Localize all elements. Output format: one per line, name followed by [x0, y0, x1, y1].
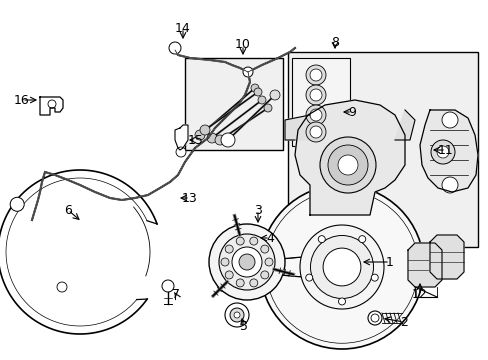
Circle shape — [309, 126, 321, 138]
Text: 2: 2 — [399, 315, 407, 328]
Polygon shape — [429, 235, 463, 279]
Circle shape — [250, 84, 259, 92]
Circle shape — [430, 140, 454, 164]
Polygon shape — [285, 115, 309, 140]
Circle shape — [305, 65, 325, 85]
Polygon shape — [407, 243, 441, 287]
Circle shape — [208, 224, 285, 300]
Circle shape — [309, 89, 321, 101]
Circle shape — [264, 104, 271, 112]
Circle shape — [253, 88, 262, 96]
Text: 6: 6 — [64, 203, 72, 216]
Text: 16: 16 — [14, 94, 30, 107]
Circle shape — [260, 245, 268, 253]
Circle shape — [310, 235, 373, 298]
Text: 7: 7 — [172, 288, 180, 302]
Circle shape — [236, 279, 244, 287]
Circle shape — [441, 177, 457, 193]
Circle shape — [162, 280, 174, 292]
Circle shape — [367, 311, 381, 325]
Text: 13: 13 — [182, 192, 198, 204]
Circle shape — [229, 308, 244, 322]
Circle shape — [358, 236, 365, 243]
Circle shape — [176, 147, 185, 157]
Polygon shape — [40, 97, 63, 115]
Text: 11: 11 — [437, 144, 453, 157]
Circle shape — [260, 185, 423, 349]
Circle shape — [305, 122, 325, 142]
Polygon shape — [175, 125, 187, 150]
Circle shape — [305, 274, 312, 281]
Circle shape — [169, 42, 181, 54]
Circle shape — [231, 247, 262, 277]
Text: 14: 14 — [175, 22, 190, 35]
Bar — [291, 58, 349, 146]
Circle shape — [299, 225, 383, 309]
Circle shape — [338, 298, 345, 305]
Circle shape — [200, 125, 209, 135]
Text: 3: 3 — [254, 203, 262, 216]
Circle shape — [195, 130, 204, 140]
Circle shape — [215, 135, 224, 145]
Text: 4: 4 — [265, 231, 273, 244]
Text: 10: 10 — [235, 39, 250, 51]
Circle shape — [337, 155, 357, 175]
Circle shape — [264, 258, 272, 266]
Text: 9: 9 — [347, 105, 355, 118]
Circle shape — [309, 109, 321, 121]
Circle shape — [224, 303, 248, 327]
Circle shape — [319, 137, 375, 193]
Text: 5: 5 — [240, 320, 247, 333]
Circle shape — [441, 112, 457, 128]
Circle shape — [225, 271, 233, 279]
Circle shape — [239, 254, 254, 270]
Circle shape — [243, 67, 252, 77]
Circle shape — [249, 237, 257, 245]
Circle shape — [305, 85, 325, 105]
Circle shape — [249, 279, 257, 287]
Circle shape — [309, 69, 321, 81]
Circle shape — [305, 105, 325, 125]
Circle shape — [269, 90, 280, 100]
Polygon shape — [294, 100, 404, 215]
Bar — [287, 52, 477, 247]
Circle shape — [318, 236, 325, 243]
Circle shape — [234, 312, 240, 318]
Bar — [184, 58, 283, 150]
Circle shape — [436, 146, 448, 158]
Circle shape — [260, 271, 268, 279]
Text: 1: 1 — [385, 256, 393, 269]
Circle shape — [370, 274, 378, 281]
Circle shape — [236, 237, 244, 245]
Polygon shape — [419, 110, 477, 192]
Circle shape — [327, 145, 367, 185]
Circle shape — [258, 96, 265, 104]
Circle shape — [221, 258, 228, 266]
Circle shape — [225, 245, 233, 253]
Circle shape — [221, 133, 235, 147]
Circle shape — [206, 133, 217, 143]
Circle shape — [10, 197, 24, 211]
Text: 12: 12 — [411, 288, 427, 302]
Circle shape — [323, 248, 360, 286]
Text: 15: 15 — [188, 134, 203, 147]
Polygon shape — [394, 110, 414, 140]
Text: 8: 8 — [330, 36, 338, 49]
Circle shape — [219, 234, 274, 290]
